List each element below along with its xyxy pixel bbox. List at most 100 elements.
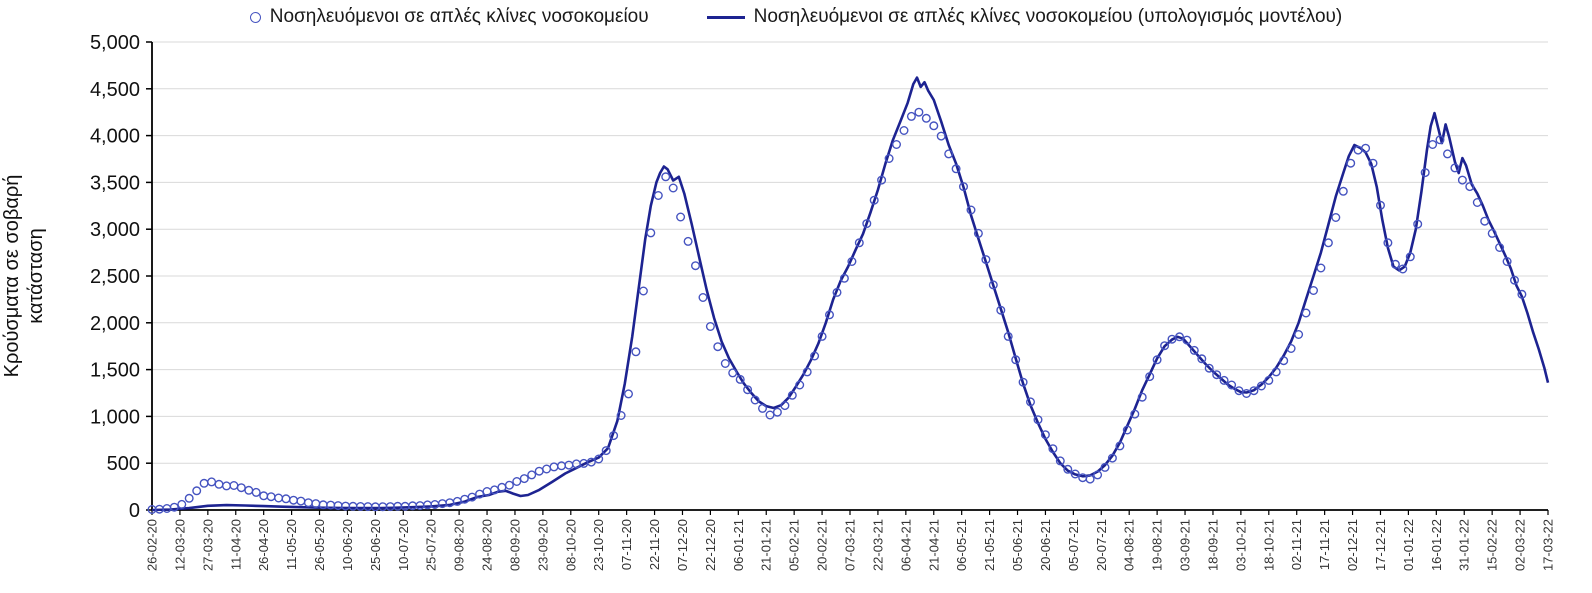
x-tick-label: 21-04-21	[926, 519, 941, 571]
observed-point	[1130, 409, 1140, 419]
observed-point	[1115, 441, 1125, 451]
observed-point	[1368, 158, 1378, 168]
observed-point	[1457, 175, 1467, 185]
observed-point	[199, 478, 209, 488]
observed-point	[1405, 252, 1415, 262]
observed-point	[1107, 453, 1117, 463]
observed-point	[504, 480, 514, 490]
observed-point	[549, 462, 559, 472]
observed-point	[1308, 286, 1318, 296]
observed-point	[609, 431, 619, 441]
observed-point	[1428, 139, 1438, 149]
observed-point	[1182, 335, 1192, 345]
observed-point	[1241, 389, 1251, 399]
observed-point	[1227, 380, 1237, 390]
observed-point	[266, 492, 276, 502]
x-tick-label: 15-02-22	[1485, 519, 1500, 571]
observed-point	[594, 454, 604, 464]
x-tick-label: 21-01-21	[759, 519, 774, 571]
observed-point	[177, 499, 187, 509]
observed-point	[772, 407, 782, 417]
observed-point	[1383, 238, 1393, 248]
legend-item-model: Νοσηλευόμενοι σε απλές κλίνες νοσοκομείο…	[706, 6, 1342, 28]
line-marker-icon	[706, 15, 745, 19]
observed-point	[661, 172, 671, 182]
x-tick-label: 11-05-20	[284, 519, 299, 570]
open-circle-marker-icon	[249, 11, 261, 23]
y-tick-label: 3,500	[90, 172, 140, 194]
observed-point	[795, 380, 805, 390]
observed-point	[303, 498, 313, 508]
x-tick-label: 05-07-21	[1066, 519, 1081, 571]
observed-point	[981, 255, 991, 265]
x-tick-label: 08-09-20	[507, 519, 522, 571]
observed-point	[1070, 469, 1080, 479]
observed-point	[646, 228, 656, 238]
observed-point	[676, 212, 686, 222]
y-tick-label: 500	[107, 453, 140, 475]
x-tick-label: 16-01-22	[1429, 519, 1444, 571]
observed-point	[281, 494, 291, 504]
observed-point	[691, 261, 701, 271]
observed-point	[869, 195, 879, 205]
x-tick-label: 06-04-21	[898, 519, 913, 571]
observed-point	[207, 477, 217, 487]
observed-point	[542, 464, 552, 474]
observed-point	[787, 390, 797, 400]
observed-point	[825, 310, 835, 320]
legend-item-observed: Νοσηλευόμενοι σε απλές κλίνες νοσοκομείο…	[249, 6, 649, 28]
observed-point	[1271, 367, 1281, 377]
observed-point	[221, 481, 231, 491]
observed-point	[936, 131, 946, 141]
observed-point	[929, 121, 939, 131]
observed-point	[854, 238, 864, 248]
observed-point	[564, 460, 574, 470]
observed-point	[1294, 330, 1304, 340]
observed-point	[862, 219, 872, 229]
observed-point	[899, 125, 909, 135]
y-tick-label: 2,000	[90, 313, 140, 335]
observed-point	[884, 153, 894, 163]
x-tick-label: 07-12-20	[675, 519, 690, 571]
observed-point	[534, 466, 544, 476]
x-tick-label: 22-11-20	[647, 519, 662, 570]
observed-point	[735, 374, 745, 384]
observed-point	[1435, 135, 1445, 145]
x-tick-label: 18-10-21	[1261, 519, 1276, 571]
x-tick-label: 23-10-20	[591, 519, 606, 571]
legend: Νοσηλευόμενοι σε απλές κλίνες νοσοκομείο…	[0, 6, 1592, 28]
y-tick-label: 1,500	[90, 360, 140, 382]
x-tick-label: 12-03-20	[172, 519, 187, 571]
observed-point	[780, 401, 790, 411]
observed-point	[1093, 470, 1103, 480]
observed-point	[802, 367, 812, 377]
observed-point	[527, 470, 537, 480]
observed-point	[1316, 263, 1326, 273]
observed-point	[1517, 289, 1527, 299]
observed-point	[698, 293, 708, 303]
observed-point	[1145, 372, 1155, 382]
observed-point	[1033, 415, 1043, 425]
x-tick-label: 11-04-20	[228, 519, 243, 570]
observed-point	[944, 149, 954, 159]
observed-point	[1495, 242, 1505, 252]
x-tick-label: 20-02-21	[815, 519, 830, 571]
observed-point	[274, 493, 284, 503]
observed-point	[1301, 308, 1311, 318]
x-tick-label: 01-01-22	[1401, 519, 1416, 571]
observed-point	[1025, 397, 1035, 407]
observed-point	[743, 385, 753, 395]
observed-point	[1197, 354, 1207, 364]
y-tick-label: 2,500	[90, 266, 140, 288]
observed-point	[1361, 143, 1371, 153]
x-tick-label: 02-12-21	[1345, 519, 1360, 571]
y-tick-label: 4,500	[90, 79, 140, 101]
observed-point	[973, 228, 983, 238]
observed-point	[810, 351, 820, 361]
observed-point	[1323, 238, 1333, 248]
observed-point	[1189, 345, 1199, 355]
x-tick-label: 27-03-20	[200, 519, 215, 571]
y-tick-label: 5,000	[90, 32, 140, 54]
observed-point	[1011, 355, 1021, 365]
